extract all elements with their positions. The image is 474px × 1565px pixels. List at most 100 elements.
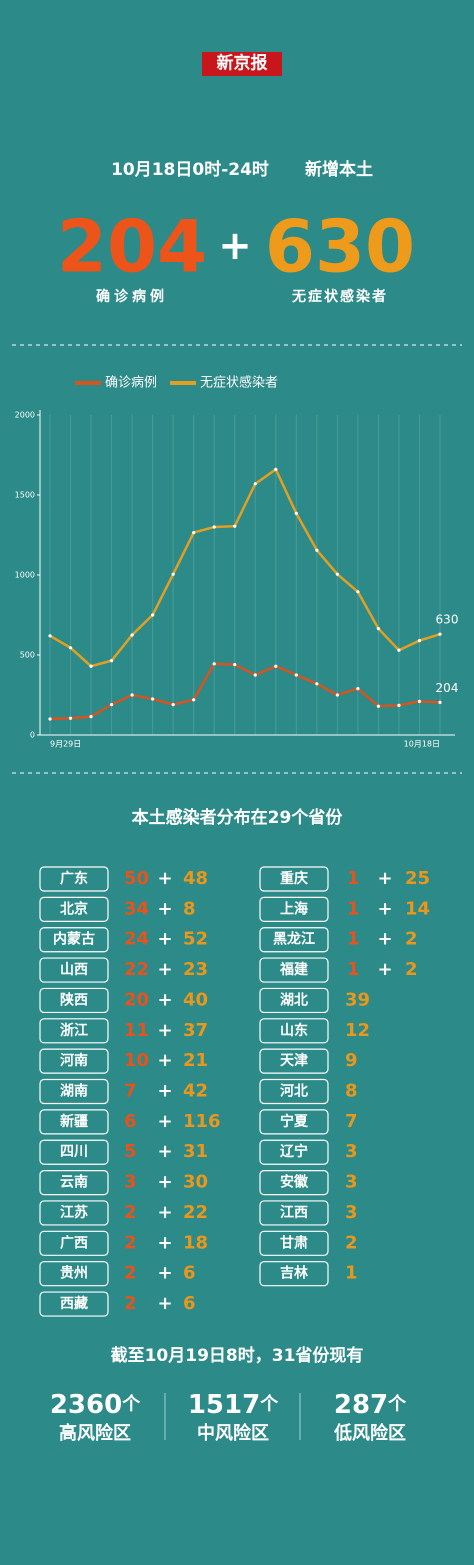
y-tick-label: 1500 xyxy=(15,491,35,500)
confirmed-count: 2 xyxy=(124,1293,137,1314)
province-name: 湖北 xyxy=(280,992,308,1008)
province-box xyxy=(259,1230,329,1256)
province-name: 陕西 xyxy=(60,991,88,1008)
legend-label: 确诊病例 xyxy=(105,376,157,391)
point xyxy=(89,664,93,668)
point xyxy=(212,662,216,666)
point xyxy=(89,715,93,719)
risk-value: 287 xyxy=(334,1390,388,1420)
date-range: 10月18日0时-24时 xyxy=(111,160,269,180)
province-box xyxy=(259,1261,329,1287)
asymptomatic-count: 6 xyxy=(183,1263,196,1284)
province-name: 西藏 xyxy=(60,1295,88,1312)
province-box xyxy=(39,1078,109,1105)
plus-sign: + xyxy=(157,868,172,889)
province-box xyxy=(39,987,109,1014)
plus-sign: + xyxy=(157,1263,172,1284)
asymptomatic-label: 无症状感染者 xyxy=(291,288,388,305)
x-tick-label: 9月29日 xyxy=(50,740,81,749)
point xyxy=(294,673,298,677)
province-box xyxy=(39,1048,109,1074)
asymptomatic-count: 52 xyxy=(183,929,208,950)
subtitle: 新增本土 xyxy=(305,159,373,180)
province-box xyxy=(259,896,329,922)
confirmed-count: 2 xyxy=(124,1263,137,1284)
province-name: 重庆 xyxy=(280,870,308,887)
province-name: 江苏 xyxy=(60,1204,88,1221)
province-box xyxy=(259,1078,329,1105)
end-label: 630 xyxy=(436,613,459,627)
plus-sign: + xyxy=(157,1293,172,1314)
x-tick-label: 10月18日 xyxy=(404,740,440,749)
point xyxy=(192,698,196,702)
point xyxy=(130,633,134,637)
point xyxy=(417,639,422,643)
point xyxy=(417,699,422,704)
point xyxy=(335,572,339,576)
asymptomatic-count: 3 xyxy=(345,1202,358,1223)
plus-sign: + xyxy=(157,929,172,950)
risk-label: 高风险区 xyxy=(59,1422,131,1444)
risk-count: 287个 xyxy=(334,1390,407,1420)
asymptomatic-count: 48 xyxy=(183,868,208,889)
province-name: 内蒙古 xyxy=(53,931,95,948)
province-box xyxy=(39,866,109,892)
province-box xyxy=(39,896,109,922)
asymptomatic-count: 1 xyxy=(345,1263,358,1284)
province-box xyxy=(39,1230,109,1256)
risk-value: 1517 xyxy=(188,1390,260,1420)
province-name: 山西 xyxy=(60,962,88,978)
point xyxy=(397,703,401,708)
plus-sign: + xyxy=(377,868,392,889)
asymptomatic-count: 14 xyxy=(405,898,430,919)
asymptomatic-count: 31 xyxy=(183,1141,208,1162)
province-name: 河南 xyxy=(60,1052,88,1069)
point xyxy=(315,682,319,686)
province-box xyxy=(39,957,109,983)
asymptomatic-count: 2 xyxy=(405,959,418,980)
asymptomatic-count: 8 xyxy=(183,898,196,919)
asymptomatic-count: 2 xyxy=(345,1232,358,1253)
point xyxy=(48,717,52,721)
point xyxy=(438,632,442,636)
province-name: 四川 xyxy=(60,1144,88,1160)
province-box xyxy=(259,987,329,1014)
asymptomatic-count: 3 xyxy=(345,1141,358,1162)
province-name: 福建 xyxy=(279,961,308,978)
confirmed-count: 6 xyxy=(124,1111,137,1132)
plus-sign: + xyxy=(218,223,252,269)
point xyxy=(335,693,339,697)
plus-sign: + xyxy=(157,1111,172,1132)
province-name: 山东 xyxy=(280,1022,308,1039)
province-name: 江西 xyxy=(280,1204,308,1221)
confirmed-count: 1 xyxy=(347,959,360,980)
confirmed-count: 20 xyxy=(124,989,149,1010)
asymptomatic-count: 42 xyxy=(183,1081,208,1102)
plus-sign: + xyxy=(157,1050,172,1071)
plus-sign: + xyxy=(377,929,392,950)
province-name: 浙江 xyxy=(60,1022,88,1039)
province-box xyxy=(259,1109,329,1135)
asymptomatic-count: 9 xyxy=(345,1050,358,1071)
point xyxy=(356,590,360,594)
province-box xyxy=(259,1048,329,1074)
confirmed-count: 24 xyxy=(124,929,149,950)
asymptomatic-count: 40 xyxy=(183,989,208,1010)
y-tick-label: 500 xyxy=(20,651,35,660)
point xyxy=(48,634,52,638)
province-name: 天津 xyxy=(280,1052,308,1069)
confirmed-count: 2 xyxy=(124,1232,137,1253)
confirmed-count: 22 xyxy=(124,959,149,980)
risk-label: 中风险区 xyxy=(197,1422,269,1444)
point xyxy=(356,687,360,691)
point xyxy=(438,700,442,704)
plus-sign: + xyxy=(157,1232,172,1253)
asymptomatic-count: 3 xyxy=(345,1172,358,1193)
confirmed-count: 50 xyxy=(124,868,149,889)
series-line xyxy=(49,467,441,668)
confirmed-count: 1 xyxy=(347,929,360,950)
point xyxy=(233,663,237,667)
asymptomatic-count: 18 xyxy=(183,1232,208,1253)
point xyxy=(151,613,155,617)
